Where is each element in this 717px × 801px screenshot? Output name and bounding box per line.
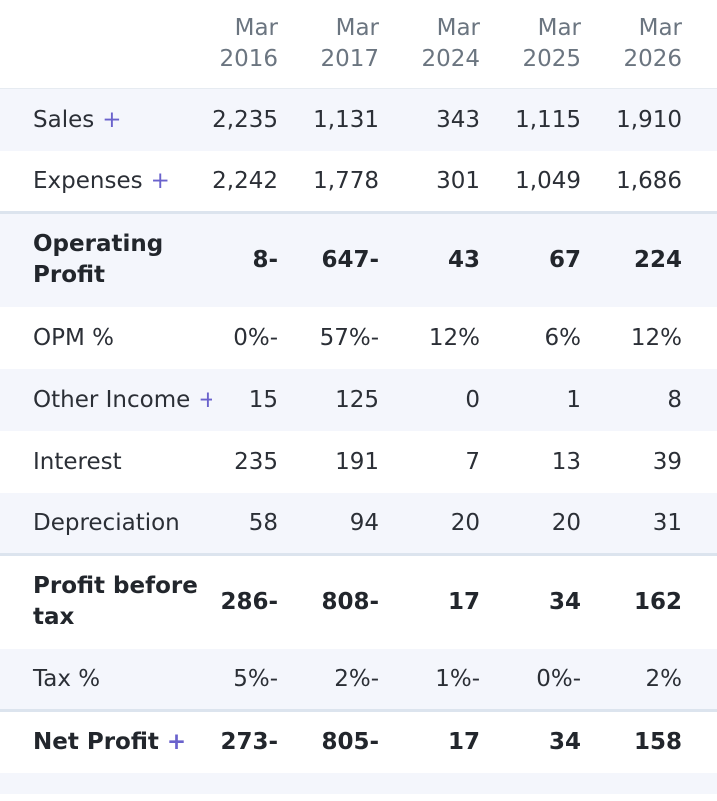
row-label[interactable]: Net Profit + <box>0 709 212 773</box>
row-label[interactable]: Other Income+ <box>0 368 212 431</box>
row-sales[interactable]: Sales + 2,235 1,131 343 1,115 1,910 <box>0 88 717 151</box>
table-bottom-shade <box>0 772 717 794</box>
value-cell: -273 <box>212 709 313 773</box>
row-label[interactable]: Expenses + <box>33 167 170 194</box>
row-interest: Interest 235 191 7 13 39 <box>0 431 717 493</box>
value-cell: 34 <box>515 553 616 649</box>
expand-plus-icon[interactable]: + <box>198 387 212 413</box>
row-label: OPM % <box>33 324 114 351</box>
value-cell: 2,235 <box>212 88 313 151</box>
value-cell: 12% <box>630 324 682 351</box>
value-cell: 343 <box>414 88 515 151</box>
row-operating-profit: Operating Profit -8 -647 43 67 224 <box>0 211 717 307</box>
value-cell: 6% <box>544 324 582 351</box>
value-cell: -5% <box>212 648 313 711</box>
value-cell: 1,115 <box>515 88 616 151</box>
value-cell: 43 <box>414 211 515 307</box>
expand-plus-icon[interactable]: + <box>166 729 187 756</box>
row-label[interactable]: Sales + <box>0 88 212 151</box>
value-cell: -0% <box>233 324 278 351</box>
row-label: Operating Profit <box>0 211 212 307</box>
value-cell: 235 <box>234 448 278 475</box>
row-net-profit[interactable]: Net Profit + -273 -805 17 34 158 <box>0 709 717 773</box>
value-cell: 158 <box>616 709 717 773</box>
value-cell: -8 <box>212 211 313 307</box>
row-label: Profit before tax <box>0 553 212 649</box>
row-opm: OPM % -0% -57% 12% 6% 12% <box>0 307 717 369</box>
header-label-cell <box>0 0 212 89</box>
column-header: Mar 2025 <box>515 0 616 89</box>
value-cell: 67 <box>515 211 616 307</box>
row-label: Tax % <box>0 648 212 711</box>
value-cell: 7 <box>465 448 480 475</box>
value-cell: 15 <box>212 368 313 431</box>
value-cell: 191 <box>335 448 379 475</box>
value-cell: -57% <box>319 324 379 351</box>
value-cell: 94 <box>313 492 414 555</box>
value-cell: -286 <box>212 553 313 649</box>
value-cell: 12% <box>428 324 480 351</box>
expand-plus-icon[interactable]: + <box>102 106 122 133</box>
value-cell: 39 <box>652 448 682 475</box>
value-cell: 34 <box>515 709 616 773</box>
row-depreciation: Depreciation 58 94 20 20 31 <box>0 492 717 555</box>
value-cell: 1,910 <box>616 88 717 151</box>
value-cell: -0% <box>515 648 616 711</box>
value-cell: 162 <box>616 553 717 649</box>
column-header: Mar 2016 <box>212 0 313 89</box>
value-cell: 0 <box>414 368 515 431</box>
value-cell: 301 <box>436 167 480 194</box>
value-cell: -647 <box>313 211 414 307</box>
value-cell: 17 <box>414 553 515 649</box>
row-label: Interest <box>33 448 122 475</box>
value-cell: 2% <box>616 648 717 711</box>
value-cell: 17 <box>414 709 515 773</box>
value-cell: 224 <box>616 211 717 307</box>
value-cell: 1,778 <box>313 167 379 194</box>
value-cell: 13 <box>551 448 581 475</box>
value-cell: -808 <box>313 553 414 649</box>
value-cell: -2% <box>313 648 414 711</box>
value-cell: 58 <box>212 492 313 555</box>
value-cell: 1,049 <box>515 167 581 194</box>
value-cell: 1 <box>515 368 616 431</box>
profit-loss-table: Mar 2016 Mar 2017 Mar 2024 Mar 2025 Mar 2026 … <box>0 0 717 773</box>
value-cell: -805 <box>313 709 414 773</box>
row-tax-percent: Tax % -5% -2% -1% -0% 2% <box>0 648 717 711</box>
row-profit-before-tax: Profit before tax -286 -808 17 34 162 <box>0 553 717 649</box>
value-cell: 125 <box>313 368 414 431</box>
value-cell: -1% <box>414 648 515 711</box>
value-cell: 1,686 <box>616 167 682 194</box>
value-cell: 1,131 <box>313 88 414 151</box>
expand-plus-icon[interactable]: + <box>150 167 170 194</box>
column-header: Mar 2017 <box>313 0 414 89</box>
column-header: Mar 2026 <box>616 0 717 89</box>
row-label: Depreciation <box>0 492 212 555</box>
value-cell: 20 <box>515 492 616 555</box>
header-row: Mar 2016 Mar 2017 Mar 2024 Mar 2025 Mar 2026 <box>0 0 717 89</box>
column-header: Mar 2024 <box>414 0 515 89</box>
row-other-income[interactable]: Other Income+ 15 125 0 1 8 <box>0 368 717 431</box>
value-cell: 20 <box>414 492 515 555</box>
value-cell: 31 <box>616 492 717 555</box>
row-expenses[interactable]: Expenses + 2,242 1,778 301 1,049 1,686 <box>0 151 717 213</box>
value-cell: 8 <box>616 368 717 431</box>
value-cell: 2,242 <box>212 167 278 194</box>
